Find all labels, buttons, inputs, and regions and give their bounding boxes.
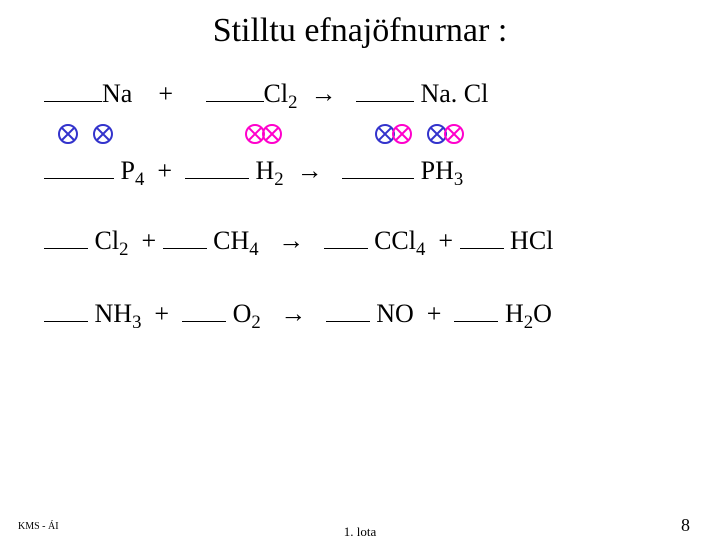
reagent: H <box>249 156 274 185</box>
product: Na. Cl <box>420 79 488 108</box>
subscript: 4 <box>416 239 425 260</box>
equations: Na + Cl2 → Na. Cl P4 + H2 → PH3 Cl2 + <box>0 78 720 335</box>
blank <box>44 227 88 249</box>
blank <box>326 300 370 322</box>
atom-icon <box>262 124 282 144</box>
subscript: 2 <box>251 312 260 333</box>
molecule-icon <box>374 117 413 147</box>
blank <box>163 227 207 249</box>
reagent: Cl <box>264 79 289 108</box>
equation-4: NH3 + O2 → NO + H2O <box>44 298 676 335</box>
blank <box>356 80 414 102</box>
blank <box>185 157 249 179</box>
blank <box>342 157 414 179</box>
product: NO <box>370 299 414 328</box>
product-tail: O <box>533 299 552 328</box>
arrow-icon: → <box>297 155 323 185</box>
plus: + <box>427 299 442 328</box>
footer-author: KMS - ÁI <box>18 521 59 532</box>
plus: + <box>157 156 172 185</box>
subscript: 3 <box>132 312 141 333</box>
plus: + <box>158 79 173 108</box>
equation-2: P4 + H2 → PH3 <box>44 155 676 192</box>
subscript: 2 <box>524 312 533 333</box>
blank <box>44 157 114 179</box>
reagent: P <box>114 156 135 185</box>
plus: + <box>141 226 156 255</box>
blank <box>324 227 368 249</box>
reagent: Cl <box>88 226 119 255</box>
plus: + <box>154 299 169 328</box>
atom-icon <box>444 124 464 144</box>
subscript: 4 <box>135 169 144 190</box>
reagent: NH <box>88 299 132 328</box>
atom-icon <box>392 124 412 144</box>
product: PH <box>414 156 454 185</box>
reagent: O <box>226 299 251 328</box>
product: CCl <box>368 226 416 255</box>
footer-section: 1. lota <box>344 524 377 540</box>
blank <box>460 227 504 249</box>
subscript: 2 <box>288 92 297 113</box>
subscript: 2 <box>274 169 283 190</box>
molecule-icon <box>426 117 465 147</box>
product: H <box>498 299 523 328</box>
reagent: Na <box>102 79 132 108</box>
equation-3: Cl2 + CH4 → CCl4 + HCl <box>44 225 676 262</box>
molecule-icon <box>244 117 283 147</box>
blank <box>182 300 226 322</box>
blank <box>44 80 102 102</box>
atom-icon <box>93 124 113 144</box>
subscript: 4 <box>249 239 258 260</box>
arrow-icon: → <box>280 298 306 328</box>
blank <box>44 300 88 322</box>
page-number: 8 <box>681 515 690 536</box>
reagent: CH <box>207 226 250 255</box>
plus: + <box>438 226 453 255</box>
blank <box>206 80 264 102</box>
atom-icons-row <box>44 117 676 147</box>
product: HCl <box>504 226 554 255</box>
subscript: 3 <box>454 169 463 190</box>
arrow-icon: → <box>310 78 336 108</box>
blank <box>454 300 498 322</box>
equation-1: Na + Cl2 → Na. Cl <box>44 78 676 115</box>
subscript: 2 <box>119 239 128 260</box>
arrow-icon: → <box>278 225 304 255</box>
page-title: Stilltu efnajöfnurnar : <box>0 12 720 50</box>
atom-icon <box>58 124 78 144</box>
